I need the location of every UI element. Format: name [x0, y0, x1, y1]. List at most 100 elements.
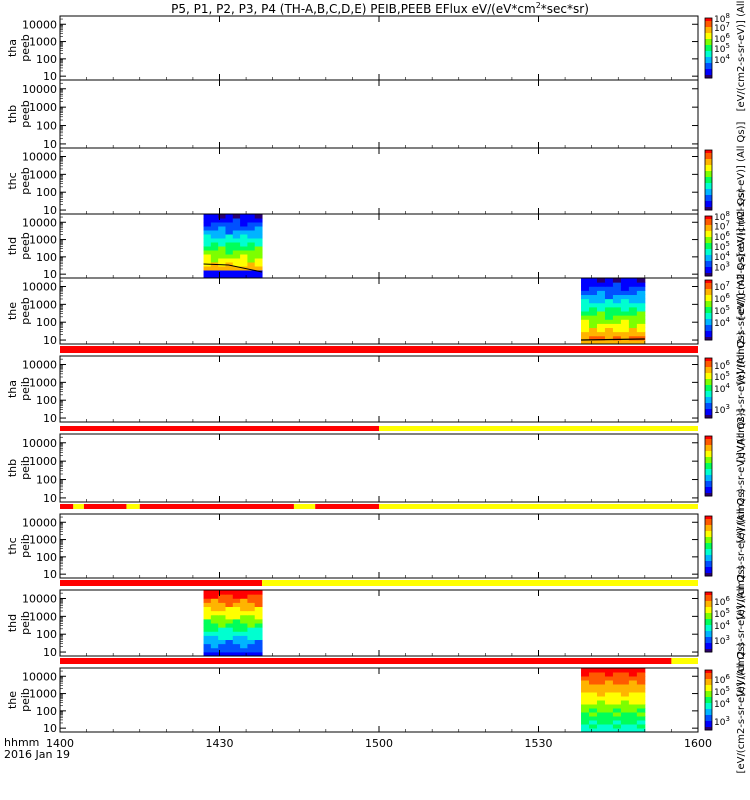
colorbar-step [705, 466, 712, 470]
spectrogram-cell [218, 238, 226, 243]
colorbar-step [705, 442, 712, 446]
spectrogram-cell [604, 684, 614, 689]
spectrogram-block [581, 278, 646, 345]
y-tick-label: 1000 [29, 168, 57, 181]
colorbar-frame [704, 215, 713, 277]
spectrogram-cell [254, 594, 263, 599]
colorbar-step [705, 534, 712, 538]
spectrogram-cell [225, 598, 234, 603]
spectrogram-cell [218, 266, 226, 271]
spectrogram-cell [620, 692, 630, 697]
spectrogram-cell [628, 290, 638, 296]
colorbar-tick-label: 105 [714, 304, 730, 317]
spectrogram-cell [254, 606, 263, 612]
spectrogram-cell [581, 692, 590, 697]
colorbar-step [705, 706, 712, 710]
colorbar-step [705, 595, 712, 599]
y-tick-label: 10 [43, 268, 57, 281]
spectrogram-cell [254, 262, 263, 267]
spectrogram-cell [581, 282, 590, 287]
spectrogram-cell [604, 294, 614, 300]
spectrogram-cell [612, 306, 622, 312]
colorbar-step [705, 691, 712, 695]
spectrogram-cell [620, 306, 630, 312]
spectrogram-cell [636, 680, 646, 685]
spectrogram-cell [581, 704, 590, 709]
spectrogram-cell [218, 250, 226, 255]
spectrogram-cell [628, 278, 638, 283]
spectrogram-cell [254, 238, 263, 243]
spectrogram-cell [240, 602, 248, 608]
colorbar-step [705, 469, 712, 473]
spectrogram-cell [581, 278, 590, 283]
spectrogram-cell [620, 672, 630, 677]
spectrogram-cell [225, 218, 234, 223]
panel-instrument-label: peeb [19, 297, 32, 325]
spectrogram-cell [620, 700, 630, 705]
spectrogram-cell [247, 254, 256, 259]
x-tick-label: 1500 [365, 737, 393, 750]
spectrogram-cell [612, 720, 622, 725]
spectrogram-cell [589, 298, 598, 304]
colorbar-label: [eV/(cm2-s-sr-eV)] (All Qs)] [736, 408, 747, 543]
colorbar-tick-label: 106 [714, 32, 730, 45]
y-tick-label: 1000 [29, 376, 57, 389]
status-bar-segment [126, 504, 140, 509]
spectrogram-cell [210, 590, 219, 595]
colorbar-step [705, 63, 712, 67]
spectrogram-cell [240, 254, 248, 259]
spectrogram-cell [589, 294, 598, 300]
spectrogram-cell [210, 606, 219, 612]
panel-instrument-label: peeb [19, 167, 32, 195]
colorbar-step [705, 150, 712, 154]
colorbar-tick-label: 106 [714, 292, 730, 305]
spectrogram-cell [247, 623, 256, 628]
spectrogram-cell [240, 635, 248, 641]
colorbar-step [705, 552, 712, 556]
colorbar-step [705, 516, 712, 520]
y-tick-label: 10 [43, 334, 57, 347]
spectrogram-cell [247, 230, 256, 235]
spectrogram-cell [254, 618, 263, 624]
panel-frame [59, 147, 699, 215]
y-tick-label: 10000 [22, 216, 57, 229]
panel-probe-label: thd [6, 237, 19, 255]
colorbar-step [705, 712, 712, 716]
spectrogram-cell [596, 672, 606, 677]
colorbar-tick-label: 104 [714, 619, 730, 632]
panel-probe-label: tha [6, 39, 19, 57]
spectrogram-cell [225, 639, 234, 645]
colorbar-step [705, 204, 712, 208]
y-tick-label: 1000 [29, 534, 57, 547]
colorbar-step [705, 216, 712, 220]
spectrogram-cell [240, 270, 248, 275]
colorbar-step [705, 700, 712, 704]
colorbar-tick-label: 104 [714, 53, 730, 66]
spectrogram-cell [203, 647, 212, 653]
panel-frame [59, 15, 699, 81]
spectrogram-cell [203, 614, 212, 620]
panel-frame [59, 355, 699, 423]
spectrogram-cell [612, 319, 622, 324]
spectrogram-cell [612, 294, 622, 300]
spectrogram-cell [581, 302, 590, 308]
colorbar-step [705, 234, 712, 238]
spectrogram-cell [232, 614, 241, 620]
colorbar-label: [eV/(cm2-s-sr-eV)] (All Qs) [736, 488, 747, 619]
colorbar-step [705, 649, 712, 653]
spectrogram-cell [589, 290, 598, 296]
colorbar-step [705, 301, 712, 305]
status-bar-segment [379, 504, 698, 509]
spectrogram-cell [240, 627, 248, 632]
spectrogram-cell [628, 306, 638, 312]
spectrogram-cell [225, 618, 234, 624]
panel-probe-label: the [6, 302, 19, 320]
spectrogram-cell [247, 594, 256, 599]
spectrogram-cell [596, 692, 606, 697]
spectrogram-cell [203, 214, 212, 219]
spectrogram-cell [604, 696, 614, 701]
colorbar-step [705, 637, 712, 641]
